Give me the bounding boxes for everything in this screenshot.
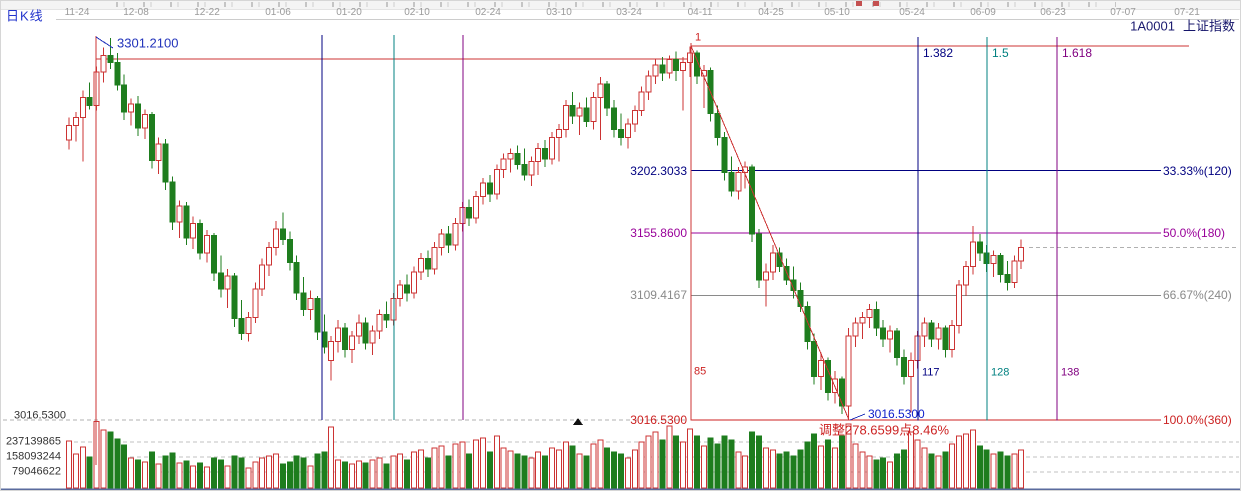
symbol-header: 1A0001 上证指数 [1130,20,1235,33]
fib-count-label: 138 [1061,366,1080,379]
fib-price-label: 3016.5300 [630,413,687,428]
drawing-overlays[interactable] [1,35,1241,491]
date-label: 11-24 [64,7,90,18]
toolbar-icons [116,2,1116,7]
fib-percent-label: 100.0%(360) [1163,413,1232,428]
date-label: 12-08 [123,7,149,18]
volume-axis-label: 237139865 [5,435,61,448]
low-price-annotation[interactable]: 3016.5300 [868,407,925,421]
date-label: 03-24 [616,7,642,18]
toolbar-icon-red [856,1,862,6]
date-label: 06-23 [1040,7,1066,18]
peak-price-annotation[interactable]: 3301.2100 [117,35,179,51]
bottom-border [1,488,1240,490]
symbol-name: 上证指数 [1182,18,1235,34]
fib-count-label: 128 [991,366,1010,379]
fib-count-start-label: 85 [694,365,707,378]
fib-price-label: 3109.4167 [630,288,687,303]
date-label: 06-09 [970,7,996,18]
date-label: 03-10 [546,7,572,18]
date-label: 04-25 [758,7,784,18]
volume-axis-label: 79046622 [12,465,61,478]
grid-lines [3,19,1239,473]
fib-percent-label: 66.67%(240) [1163,288,1232,303]
symbol-code: 1A0001 [1130,18,1175,34]
date-label: 12-22 [194,7,220,18]
date-label: 02-24 [475,7,501,18]
toolbar-icon-red2 [873,1,879,6]
fib-origin-marker: 1 [695,31,702,44]
date-label: 01-20 [336,7,362,18]
fib-percent-label: 50.0%(180) [1163,226,1226,241]
chart-type-label[interactable]: 日K线 [6,8,44,24]
pane-min-price-label: 3016.5300 [14,409,66,422]
fib-price-label: 3202.3033 [630,163,687,178]
marker-triangle [573,418,583,425]
date-label: 04-11 [687,7,713,18]
date-label: 07-07 [1110,7,1136,18]
date-label: 07-21 [1174,7,1200,18]
toolbar-strip[interactable] [1,1,1240,10]
fib-ratio-label: 1.5 [992,46,1009,60]
date-label: 02-10 [404,7,430,18]
date-label: 05-10 [824,7,850,18]
fib-count-label: 117 [922,366,940,379]
volume-axis-label: 158093244 [5,450,61,463]
fib-ratio-label: 1.618 [1062,46,1093,60]
volume-series [66,420,1025,489]
date-label: 05-24 [899,7,925,18]
retracement-note: 调整278.6599点8.46% [819,422,950,438]
date-label: 01-06 [265,7,291,18]
candlestick-series [66,38,1025,421]
fib-ratio-label: 1.382 [923,46,954,60]
fib-price-label: 3155.8600 [630,226,687,241]
fib-percent-label: 33.33%(120) [1163,163,1232,178]
